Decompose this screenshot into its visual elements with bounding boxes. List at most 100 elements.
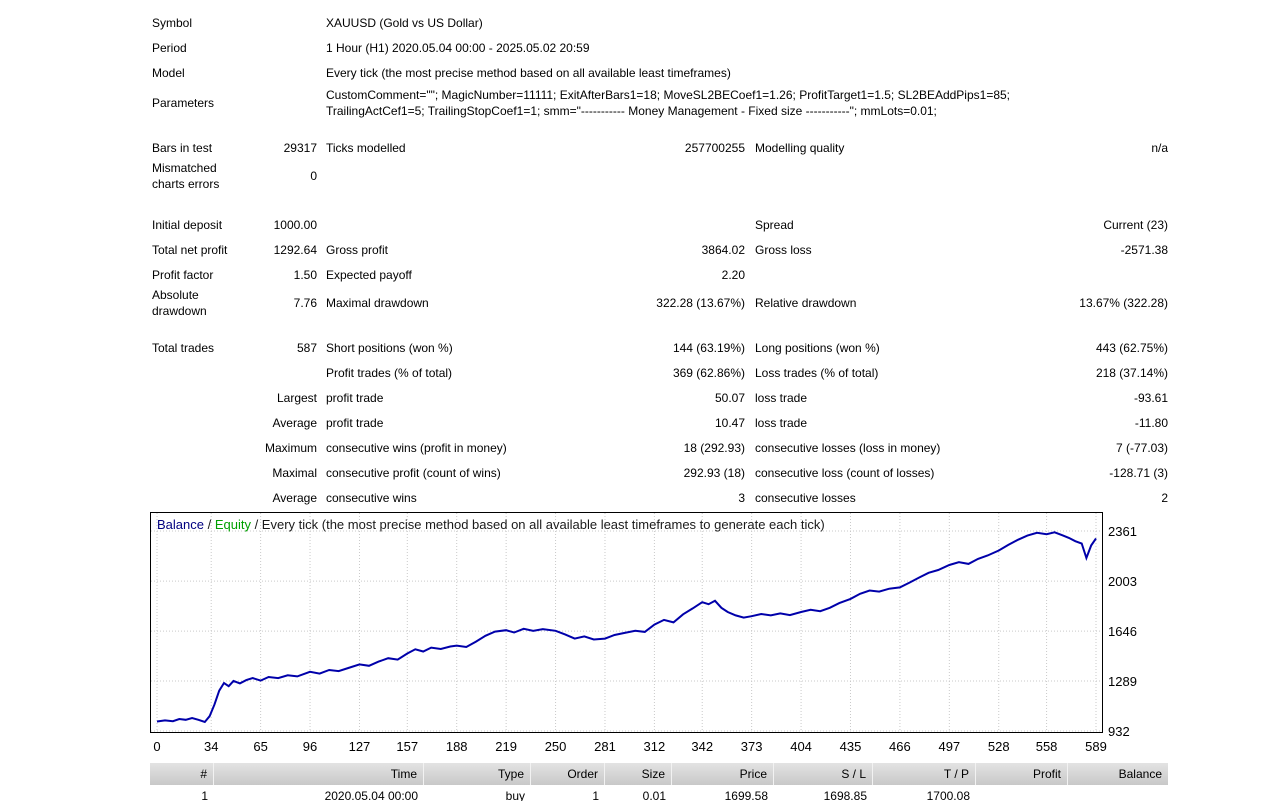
report-value: 50.07 (714, 390, 745, 405)
report-cell: Parameters (152, 95, 317, 111)
report-label: Total trades (152, 340, 215, 355)
balance-legend-label: Balance (157, 517, 204, 532)
report-value: Average (272, 490, 317, 505)
report-row: Symbol XAUUSD (Gold vs US Dollar) (152, 10, 1168, 35)
report-span-value: CustomComment=""; MagicNumber=11111; Exi… (326, 88, 1011, 118)
report-value: 292.93 (18) (683, 465, 745, 480)
report-value: 29317 (283, 140, 317, 155)
report-value: Average (272, 415, 317, 430)
report-label: profit trade (326, 390, 384, 405)
report-cell: consecutive profit (count of wins) 292.93… (326, 465, 745, 481)
report-cell: Ticks modelled 257700255 (326, 140, 745, 156)
legend-separator: / (203, 517, 215, 532)
report-value: 369 (62.86%) (672, 365, 745, 380)
report-value: 13.67% (322.28) (1079, 296, 1168, 310)
x-axis-label: 65 (253, 739, 268, 754)
report-value: 18 (292.93) (683, 440, 745, 455)
report-row: Largest profit trade 50.07 loss trade -93.61 (152, 385, 1168, 410)
report-label: Model (152, 65, 185, 80)
report-value: -11.80 (1134, 415, 1168, 430)
table-row: 1 2020.05.04 00:00 buy 1 0.01 1699.58 1698.85 1… (150, 785, 1168, 801)
y-axis-label: 2361 (1108, 524, 1137, 539)
report-value: -2571.38 (1120, 242, 1168, 257)
report-value: 218 (37.14%) (1095, 365, 1168, 380)
report-label: Parameters (152, 96, 215, 110)
report-value: 3 (738, 490, 745, 505)
report-cell: consecutive loss (count of losses) -128.7… (755, 465, 1168, 481)
report-label: Total net profit (152, 242, 228, 257)
equity-legend-label: Equity (214, 517, 251, 532)
trades-header-cell: T / P (873, 763, 976, 785)
report-label: Bars in test (152, 140, 213, 155)
report-span-value: 1 Hour (H1) 2020.05.04 00:00 - 2025.05.0… (326, 40, 590, 55)
report-value: Maximum (264, 440, 317, 455)
report-cell: Maximal drawdown 322.28 (13.67%) (326, 295, 745, 311)
table-cell: buy (505, 789, 525, 801)
report-cell: consecutive wins 3 (326, 490, 745, 506)
report-cell: Short positions (won %) 144 (63.19%) (326, 340, 745, 356)
chart-canvas (151, 513, 1102, 732)
report-cell: profit trade 10.47 (326, 415, 745, 431)
report-cell: Bars in test 29317 (152, 140, 317, 156)
chart-model-label: / Every tick (the most precise method ba… (250, 517, 825, 532)
x-axis-label: 558 (1035, 739, 1058, 754)
report-value: n/a (1151, 140, 1168, 155)
chart-title: Balance / Equity / Every tick (the most … (157, 517, 825, 532)
report-cell: Relative drawdown 13.67% (322.28) (755, 295, 1168, 311)
report-cell: Model (152, 65, 317, 81)
report-label: consecutive wins (profit in money) (326, 440, 507, 455)
report-cell: profit trade 50.07 (326, 390, 745, 406)
report-label: Ticks modelled (326, 140, 406, 155)
x-axis-label: 497 (938, 739, 961, 754)
table-cell (1068, 785, 1168, 801)
report-label: Short positions (won %) (326, 340, 453, 355)
report-label: Profit trades (% of total) (326, 365, 453, 380)
report-cell: Average (152, 415, 317, 431)
report-row: Average consecutive wins 3 consecutive loss… (152, 485, 1168, 510)
report-cell: Modelling quality n/a (755, 140, 1168, 156)
report-label: Maximal drawdown (326, 296, 429, 310)
trades-header-cell: # (150, 763, 214, 785)
report-cell: Absolute drawdown 7.76 (152, 287, 317, 319)
report-row: Profit trades (% of total) 369 (62.86%) Lo… (152, 360, 1168, 385)
x-axis-label: 342 (691, 739, 714, 754)
trades-header-cell: Time (214, 763, 424, 785)
trades-header-cell: S / L (774, 763, 873, 785)
x-axis-label: 373 (740, 739, 763, 754)
report-value: 1292.64 (273, 242, 317, 257)
trades-header-cell: Balance (1118, 767, 1162, 781)
trades-table-body: 1 2020.05.04 00:00 buy 1 0.01 1699.58 1698.85 1… (150, 785, 1168, 801)
x-axis-label: 157 (396, 739, 419, 754)
report-cell: Profit factor 1.50 (152, 267, 317, 283)
report-label: consecutive losses (755, 490, 856, 505)
report-value: 1000.00 (273, 217, 317, 232)
report-row: Absolute drawdown 7.76 Maximal drawdown 322… (152, 287, 1168, 319)
x-axis-label: 312 (643, 739, 666, 754)
report-value: 587 (296, 340, 317, 355)
report-cell: Initial deposit 1000.00 (152, 217, 317, 233)
report-value: 1.50 (293, 267, 317, 282)
report-cell: consecutive wins (profit in money) 18 (29… (326, 440, 745, 456)
report-label: loss trade (755, 415, 808, 430)
x-axis-label: 250 (544, 739, 567, 754)
report-row: Mismatched charts errors 0 (152, 160, 1168, 192)
report-label: Profit factor (152, 267, 214, 282)
balance-line (156, 531, 1097, 724)
report-cell: Symbol (152, 15, 317, 31)
report-value: 144 (63.19%) (672, 340, 745, 355)
report-value: 3864.02 (701, 242, 745, 257)
report-cell: Profit trades (% of total) 369 (62.86%) (326, 365, 745, 381)
report-value: 0 (310, 169, 317, 183)
x-axis-label: 281 (594, 739, 616, 754)
report-label: Expected payoff (326, 267, 412, 282)
report-row: Maximum consecutive wins (profit in money… (152, 435, 1168, 460)
balance-chart: Balance / Equity / Every tick (the most … (150, 512, 1160, 754)
report-row: Initial deposit 1000.00 Spread Current (23) (152, 212, 1168, 237)
report-value: Largest (276, 390, 317, 405)
x-axis-label: 127 (348, 739, 371, 754)
report-label: consecutive wins (326, 490, 417, 505)
table-cell: 1700.08 (926, 789, 970, 801)
report-label: Modelling quality (755, 140, 845, 155)
x-axis: 0 34 65 96 127 157 188 219 250 281 312 342 373 404 435… (150, 739, 1106, 755)
table-cell: 1 (592, 789, 599, 801)
